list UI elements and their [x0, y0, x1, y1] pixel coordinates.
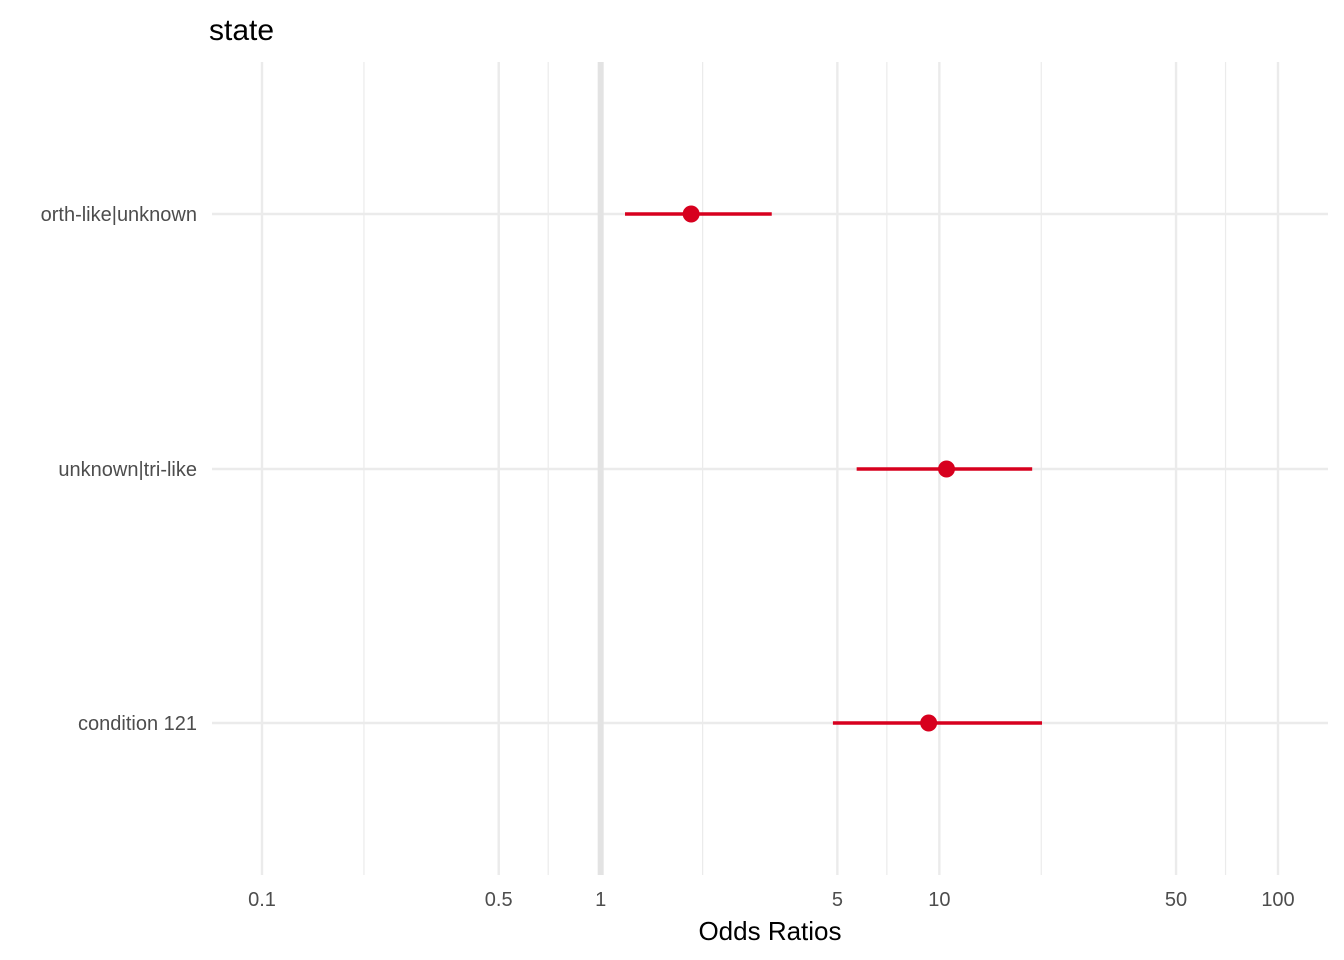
x-tick-label: 0.5: [485, 889, 513, 911]
x-tick-label: 100: [1261, 889, 1294, 911]
chart-title: state: [209, 14, 274, 47]
estimate-point: [938, 460, 956, 478]
x-axis-tick-labels: 0.1 0.5 1 5 10 50 100: [248, 889, 1295, 911]
x-tick-label: 1: [595, 889, 606, 911]
y-tick-label: condition 121: [78, 713, 197, 735]
x-tick-label: 10: [928, 889, 950, 911]
estimate-point: [682, 205, 700, 223]
x-tick-label: 0.1: [248, 889, 276, 911]
y-tick-label: orth-like|unknown: [41, 204, 197, 226]
y-axis-labels: orth-like|unknown unknown|tri-like conditi…: [41, 204, 197, 735]
x-tick-label: 50: [1165, 889, 1187, 911]
y-tick-label: unknown|tri-like: [58, 459, 197, 481]
estimate-marks: [625, 205, 1043, 732]
estimate-point: [920, 714, 938, 732]
x-tick-label: 5: [832, 889, 843, 911]
x-axis-title: Odds Ratios: [698, 916, 841, 946]
